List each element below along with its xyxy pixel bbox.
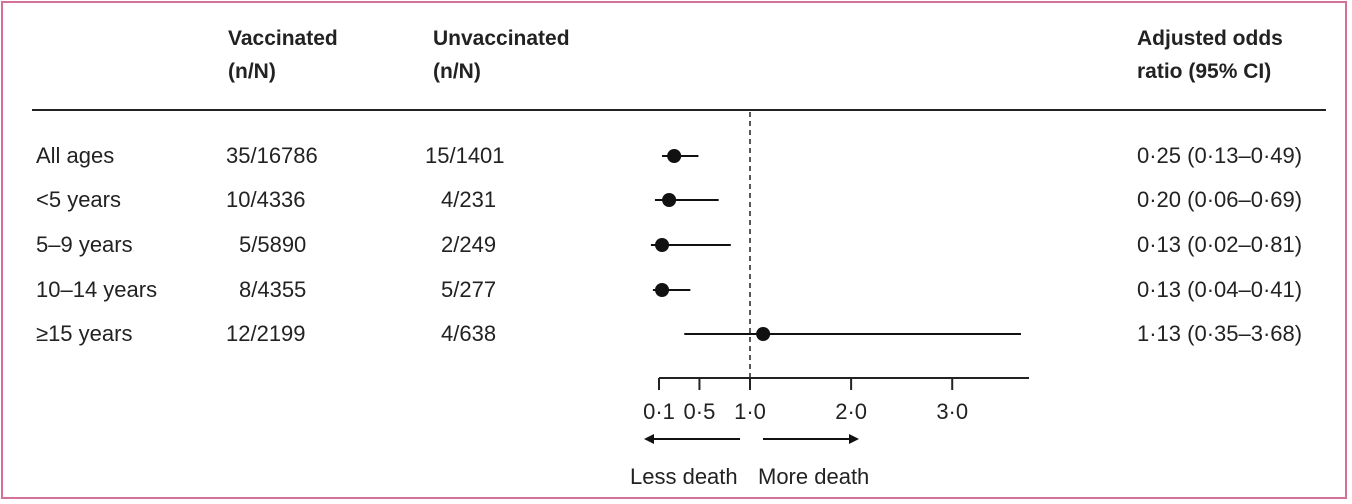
x-tick-label: 0·5 [684,399,716,424]
header-odds-ratio: Adjusted odds ratio (95% CI) [1137,22,1283,88]
header-vaccinated-line2: (n/N) [228,60,276,83]
header-vaccinated-line1: Vaccinated [228,27,338,50]
row-unvaccinated: 4/638 [441,321,497,346]
row-vaccinated: 10/4336 [226,187,306,212]
point-estimate [655,283,670,297]
row-label: 10–14 years [36,277,158,302]
header-odds-ratio-line1: Adjusted odds [1137,27,1283,50]
row-vaccinated: 8/4355 [239,277,307,302]
row-label: All ages [36,143,115,168]
header-odds-ratio-line2: ratio (95% CI) [1137,60,1272,83]
header-unvaccinated-line1: Unvaccinated [433,27,570,50]
row-or-text: 0·13 (0·02–0·81) [1137,232,1303,257]
x-tick-label: 3·0 [936,399,968,424]
row-unvaccinated: 2/249 [441,232,497,257]
header-unvaccinated: Unvaccinated (n/N) [433,22,570,88]
x-tick-label: 2·0 [835,399,867,424]
row-unvaccinated: 4/231 [441,187,497,212]
header-unvaccinated-line2: (n/N) [433,60,481,83]
row-vaccinated: 12/2199 [226,321,306,346]
row-unvaccinated: 5/277 [441,277,497,302]
row-label: <5 years [36,187,121,212]
row-or-text: 0·13 (0·04–0·41) [1137,277,1303,302]
row-vaccinated: 35/16786 [226,143,318,168]
point-estimate [756,327,771,341]
point-estimate [655,238,670,252]
row-or-text: 1·13 (0·35–3·68) [1137,321,1303,346]
less-death-label: Less death [630,464,738,489]
x-tick-label: 0·1 [643,399,675,424]
row-or-text: 0·25 (0·13–0·49) [1137,143,1303,168]
row-label: ≥15 years [36,321,133,346]
header-rule [32,109,1326,111]
point-estimate [667,149,682,163]
row-unvaccinated: 15/1401 [425,143,505,168]
more-death-label: More death [758,464,869,489]
row-label: 5–9 years [36,232,133,257]
x-tick-label: 1·0 [734,399,766,424]
point-estimate [662,193,677,207]
row-vaccinated: 5/5890 [239,232,307,257]
row-or-text: 0·20 (0·06–0·69) [1137,187,1303,212]
header-vaccinated: Vaccinated (n/N) [228,22,338,88]
